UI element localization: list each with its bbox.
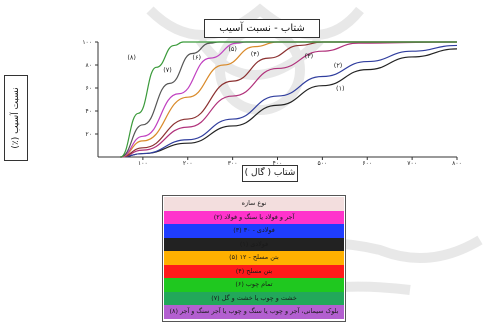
series-line — [120, 41, 457, 158]
x-tick-label: ۳۰۰ — [228, 160, 238, 167]
series-label: (۶) — [192, 53, 201, 61]
y-tick-label: ۴۰ — [86, 108, 92, 115]
y-tick-label: ۱۰۰ — [82, 39, 92, 46]
series-line — [120, 41, 457, 158]
chart-series-labels: (۱) (۲) (۳) (۴) (۵) (۶) (۷) (۸) — [127, 45, 344, 92]
legend-item: فولادی - ۳۰ (۳) — [164, 224, 344, 238]
series-label: (۲) — [334, 61, 343, 69]
series-label: (۴) — [251, 50, 260, 58]
y-axis-label-box: نسبت آسیب (٪) — [4, 75, 28, 161]
x-tick-label: ۶۰۰ — [362, 160, 372, 167]
series-line — [120, 41, 457, 158]
series-line — [120, 41, 457, 158]
x-tick-label: ۱۰۰ — [138, 160, 148, 167]
x-tick-label: ۸۰۰ — [452, 160, 462, 167]
y-tick-label: ۲۰ — [86, 131, 92, 138]
series-label: (۸) — [127, 53, 136, 61]
series-line — [120, 44, 458, 158]
series-label: (۳) — [305, 52, 314, 60]
legend-item: بتن مسلح - ۱۲ (۵) — [164, 251, 344, 265]
y-axis-label: نسبت آسیب (٪) — [11, 87, 21, 149]
legend-item: بلوک سیمانی، آجر و چوب یا سنگ و چوب یا آ… — [164, 305, 344, 319]
chart-lines — [120, 41, 458, 158]
legend-item: بتن مسلح (۴) — [164, 264, 344, 278]
y-tick-label: ۶۰ — [86, 85, 92, 92]
x-tick-label: ۴۰۰ — [273, 160, 283, 167]
legend-item: آجر و فولاد یا سنگ و فولاد (۲) — [164, 210, 344, 224]
y-tick-label: ۸۰ — [86, 62, 92, 69]
series-label: (۱) — [336, 84, 345, 92]
chart-title: شتاب - نسبت آسیب — [204, 19, 320, 38]
legend-item: فولادی (۱) — [164, 237, 344, 251]
chart-axes — [97, 42, 457, 158]
chart-legend: نوع سازه آجر و فولاد یا سنگ و فولاد (۲) … — [162, 195, 346, 322]
chart-ticks: ۱۰۰ ۲۰۰ ۳۰۰ ۴۰۰ ۵۰۰ ۶۰۰ ۷۰۰ ۸۰۰ ۲۰ ۴۰ ۶۰ ۸۰ ۱۰۰ — [82, 39, 462, 167]
x-tick-label: ۷۰۰ — [407, 160, 417, 167]
legend-header: نوع سازه — [164, 197, 344, 211]
series-label: (۷) — [163, 66, 172, 74]
series-line — [120, 41, 458, 158]
series-line — [120, 48, 458, 158]
x-tick-label: ۵۰۰ — [318, 160, 328, 167]
legend-item: خشت و چوب یا خشت و گل (۷) — [164, 291, 344, 305]
series-label: (۵) — [228, 45, 237, 53]
x-axis-label: شتاب ( گال ) — [242, 165, 298, 182]
x-tick-label: ۲۰۰ — [183, 160, 193, 167]
series-line — [120, 41, 457, 158]
legend-item: تمام چوب (۶) — [164, 278, 344, 292]
